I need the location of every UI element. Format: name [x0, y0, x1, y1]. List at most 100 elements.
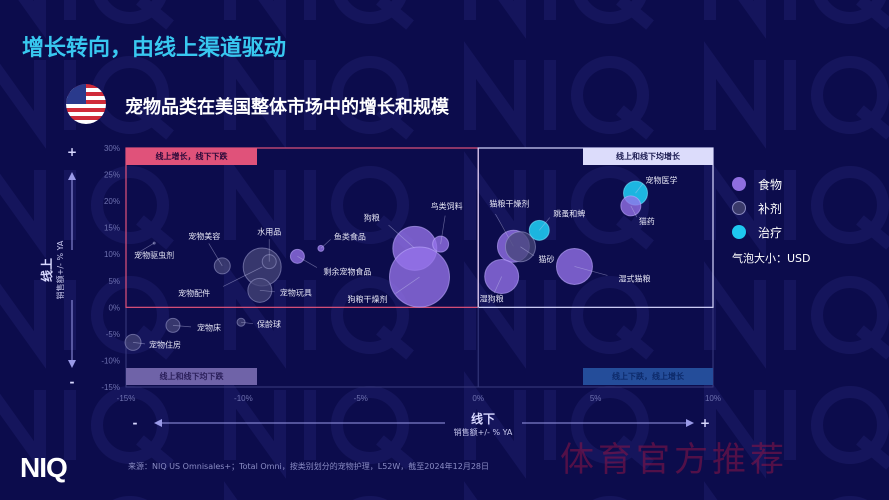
bubble-label: 猫药 [639, 216, 655, 226]
page-title: 增长转向，由线上渠道驱动 [22, 36, 287, 61]
y-tick-label: 5% [108, 277, 120, 286]
x-axis-sublabel: 销售额+/- % YA [453, 428, 513, 437]
leader-line [395, 276, 420, 294]
y-axis-title: 线上 销售额+/- % YA [38, 241, 66, 300]
bubble-label: 保龄球 [257, 319, 281, 329]
bubble-label: 宠物驱虫剂 [134, 250, 174, 260]
bubble-supplement [261, 254, 277, 270]
bubble-label: 跳蚤和蜱 [553, 208, 585, 218]
arrow-up-icon [68, 172, 76, 180]
bubble-label: 宠物床 [197, 322, 221, 332]
bubble-food [555, 247, 593, 285]
leader-line [388, 224, 416, 249]
bubble-label: 宠物美容 [188, 231, 220, 241]
leader-line [297, 256, 318, 268]
legend-item-treatment: 治疗 [732, 220, 811, 244]
legend-label: 食物 [758, 177, 783, 192]
axis-end-sign: + [67, 145, 77, 159]
y-tick-label: 20% [104, 197, 120, 206]
leader-line [223, 266, 263, 287]
legend: 食物 补剂 治疗 气泡大小：USD [732, 172, 811, 266]
y-tick-label: 25% [104, 171, 120, 180]
leader-line [172, 325, 191, 328]
leader-line [630, 205, 638, 218]
x-tick-label: -15% [117, 394, 136, 403]
leader-line [241, 321, 254, 325]
overlay-stamp-text: 体育官方推荐 [560, 440, 788, 480]
bubble-label: 宠物住房 [149, 339, 181, 349]
x-tick-label: 0% [472, 394, 484, 403]
x-axis-label: 线下 [470, 412, 495, 426]
bubble-supplement [247, 277, 273, 303]
bubble-supplement [152, 241, 156, 245]
leader-line [138, 242, 155, 253]
bubble-supplement [504, 231, 536, 263]
legend-label: 补剂 [758, 201, 783, 216]
legend-item-supplement: 补剂 [732, 196, 811, 220]
x-tick-label: -5% [354, 394, 368, 403]
niq-logo: NIQ [20, 452, 68, 483]
y-tick-label: 30% [104, 144, 120, 153]
y-tick-label: -15% [101, 383, 120, 392]
bubble-label: 宠物玩具 [280, 287, 312, 297]
bubble-label: 剩余宠物食品 [323, 266, 371, 276]
axis-end-sign: - [133, 416, 138, 430]
y-tick-label: -5% [106, 330, 120, 339]
y-axis-label: 线上 [40, 258, 54, 283]
leader-line [259, 289, 275, 293]
y-tick-label: -10% [101, 356, 120, 365]
y-tick-label: 10% [104, 250, 120, 259]
x-tick-label: -10% [234, 394, 253, 403]
bubble-food [432, 235, 450, 253]
supplement-swatch-icon [732, 201, 746, 215]
chart-subtitle: 宠物品类在美国整体市场中的增长和规模 [125, 97, 449, 118]
bubble-food [484, 259, 520, 295]
bubble-treatment [528, 219, 550, 241]
arrow-left-icon [154, 419, 162, 427]
quadrant-label-top-right: 线上和线下均增长 [583, 148, 713, 165]
arrow-down-icon [68, 360, 76, 368]
bubble-food [389, 246, 450, 308]
x-tick-label: 5% [590, 394, 602, 403]
axis-end-sign: - [70, 375, 75, 389]
leader-line [574, 266, 608, 276]
leader-line [493, 276, 502, 294]
y-tick-label: 15% [104, 224, 120, 233]
bubble-label: 狗粮干燥剂 [348, 294, 388, 304]
leader-line [133, 342, 146, 345]
x-tick-label: 10% [705, 394, 721, 403]
bubble-supplement [165, 317, 181, 333]
food-swatch-icon [732, 177, 746, 191]
leader-line [520, 246, 535, 257]
bubble-label: 湿式猫粮 [618, 273, 650, 283]
quadrant-label-bottom-right: 线上下跌，线上增长 [583, 368, 713, 385]
bubble-label: 猫粮干燥剂 [489, 198, 529, 208]
source-note: 来源：NIQ US Omnisales+；Total Omni，按类别划分的宠物… [128, 462, 490, 471]
bubble-food [620, 195, 642, 217]
bubble-label: 狗粮 [364, 212, 380, 222]
us-flag-icon [66, 84, 106, 124]
bubble-size-note: 气泡大小：USD [732, 252, 811, 265]
bubble-label: 鸟类饲料 [431, 201, 463, 211]
bubble-label: 湿狗粮 [480, 294, 504, 304]
bubble-label: 水用品 [257, 227, 281, 237]
quadrant-label-top-left: 线上增长，线下下跌 [126, 148, 257, 165]
y-axis-sublabel: 销售额+/- % YA [56, 240, 65, 300]
y-tick-label: 0% [108, 303, 120, 312]
legend-label: 治疗 [758, 225, 783, 240]
leader-line [320, 239, 331, 249]
bubble-label: 鱼类食品 [334, 231, 366, 241]
leader-line [538, 217, 551, 231]
treatment-swatch-icon [732, 225, 746, 239]
bubble-label: 宠物配件 [178, 288, 210, 298]
bubble-label: 猫砂 [538, 254, 554, 264]
bubble-supplement [124, 333, 142, 351]
axis-end-sign: + [700, 416, 710, 430]
legend-item-food: 食物 [732, 172, 811, 196]
leader-line [440, 215, 446, 245]
bubble-food [317, 244, 325, 252]
arrow-right-icon [686, 419, 694, 427]
leader-line [635, 183, 644, 194]
bubble-supplement [236, 317, 246, 327]
